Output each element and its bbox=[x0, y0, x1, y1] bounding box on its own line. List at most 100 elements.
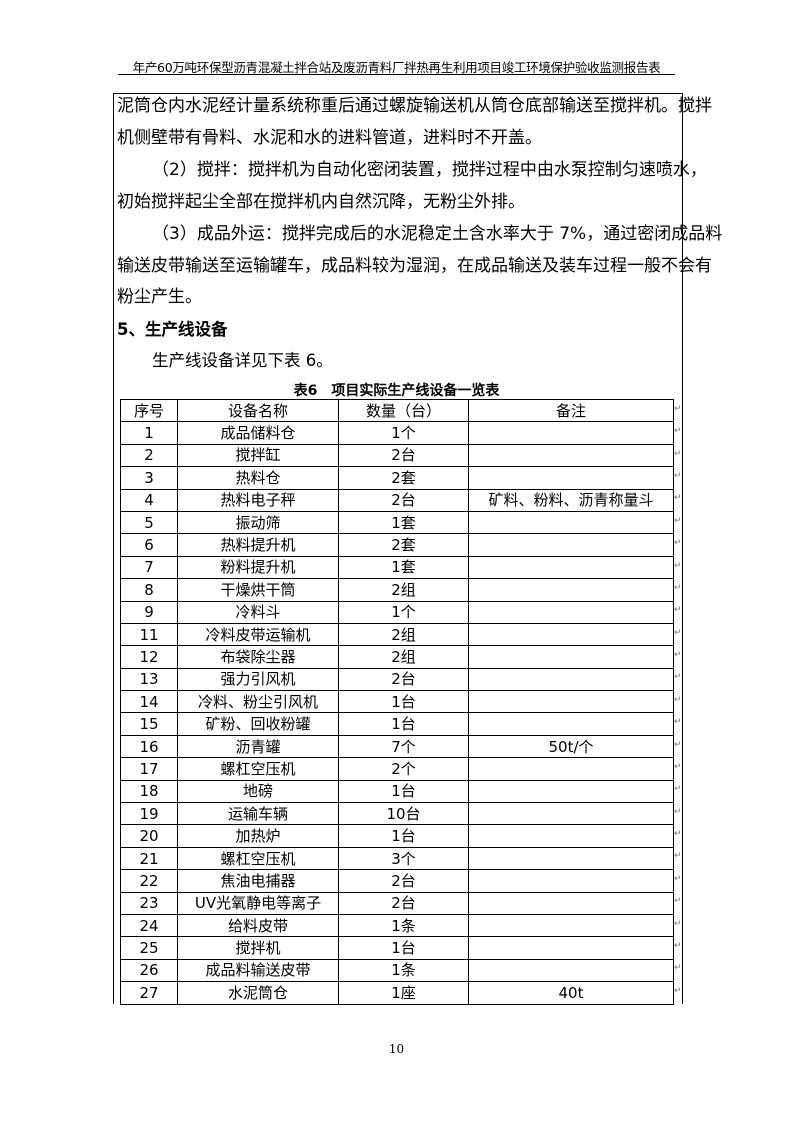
table-row: 17 螺杠空压机 2个 bbox=[120, 757, 674, 781]
row-number: 8 bbox=[120, 578, 178, 602]
quantity: 1台 bbox=[338, 936, 469, 960]
equipment-name: 冷料、粉尘引风机 bbox=[177, 690, 339, 714]
section-heading: 5、生产线设备 bbox=[117, 320, 228, 339]
row-number: 16 bbox=[120, 734, 178, 759]
paragraph-mark-icon: ↵ bbox=[674, 784, 682, 795]
quantity: 2台 bbox=[338, 488, 469, 512]
remark bbox=[468, 958, 674, 983]
table-row: 22 焦油电捕器 2台 bbox=[120, 869, 674, 893]
quantity: 2台 bbox=[338, 869, 469, 893]
paragraph-mark-icon: ↵ bbox=[674, 650, 682, 661]
equipment-name: 振动筛 bbox=[177, 510, 339, 535]
equipment-name: 成品储料仓 bbox=[177, 421, 339, 445]
equipment-name: 布袋除尘器 bbox=[177, 645, 339, 669]
equipment-name: 热料提升机 bbox=[177, 533, 339, 557]
table-row: 25 搅拌机 1台 bbox=[120, 936, 674, 960]
quantity: 1台 bbox=[338, 824, 469, 848]
page-number: 10 bbox=[388, 1042, 405, 1056]
remark bbox=[468, 645, 674, 669]
paragraph-mark-icon: ↵ bbox=[674, 717, 682, 728]
header-rule bbox=[118, 74, 675, 75]
remark bbox=[468, 846, 674, 871]
quantity: 2组 bbox=[338, 645, 469, 669]
paragraph-mark-icon: ↵ bbox=[674, 829, 682, 840]
paragraph-line: 初始搅拌起尘全部在搅拌机内自然沉降，无粉尘外排。 bbox=[117, 192, 525, 212]
row-number: 13 bbox=[120, 667, 178, 692]
paragraph-mark-icon: ↵ bbox=[674, 761, 682, 772]
row-number: 15 bbox=[120, 712, 178, 736]
remark bbox=[468, 443, 674, 468]
remark bbox=[468, 936, 674, 960]
row-number: 20 bbox=[120, 824, 178, 848]
remark bbox=[468, 622, 674, 647]
quantity: 1条 bbox=[338, 958, 469, 983]
remark bbox=[468, 869, 674, 893]
row-number: 5 bbox=[120, 510, 178, 535]
paragraph-mark-icon: ↵ bbox=[674, 739, 682, 750]
row-number: 11 bbox=[120, 622, 178, 647]
table-row: 15 矿粉、回收粉罐 1台 bbox=[120, 712, 674, 736]
paragraph-line: （2）搅拌：搅拌机为自动化密闭装置，搅拌过程中由水泵控制匀速喷水， bbox=[152, 160, 707, 180]
remark bbox=[468, 824, 674, 848]
paragraph-line: 输送皮带输送至运输罐车，成品料较为湿润，在成品输送及装车过程一般不会有 bbox=[117, 256, 712, 276]
row-number: 22 bbox=[120, 869, 178, 893]
quantity: 2台 bbox=[338, 891, 469, 915]
equipment-name: 搅拌机 bbox=[177, 936, 339, 960]
table-row: 8 干燥烘干筒 2组 bbox=[120, 578, 674, 602]
paragraph-line: 粉尘产生。 bbox=[117, 287, 202, 307]
row-number: 25 bbox=[120, 936, 178, 960]
quantity: 1个 bbox=[338, 600, 469, 624]
quantity: 2套 bbox=[338, 466, 469, 490]
remark bbox=[468, 779, 674, 804]
equipment-name: 加热炉 bbox=[177, 824, 339, 848]
section-intro: 生产线设备详见下表 6。 bbox=[152, 351, 333, 370]
table-row: 16 沥青罐 7个 50t/个 bbox=[120, 734, 674, 759]
equipment-name: 螺杠空压机 bbox=[177, 757, 339, 781]
remark bbox=[468, 533, 674, 557]
paragraph-mark-icon: ↵ bbox=[674, 918, 682, 929]
row-number: 1 bbox=[120, 421, 178, 445]
paragraph-mark-icon: ↵ bbox=[674, 806, 682, 817]
paragraph-mark-icon: ↵ bbox=[674, 560, 682, 571]
paragraph-mark-icon: ↵ bbox=[674, 627, 682, 638]
equipment-name: 粉料提升机 bbox=[177, 555, 339, 580]
table-row: 11 冷料皮带运输机 2组 bbox=[120, 622, 674, 647]
equipment-name: 干燥烘干筒 bbox=[177, 578, 339, 602]
equipment-table: 序号 设备名称 数量（台） 备注 1 成品储料仓 1个 2 搅拌缸 2台 3 热料仓 2套 4 热料… bbox=[120, 398, 674, 1005]
table-header-row: 序号 设备名称 数量（台） 备注 bbox=[120, 398, 674, 423]
table-row: 27 水泥筒仓 1座 40t bbox=[120, 981, 674, 1005]
paragraph-mark-icon: ↵ bbox=[674, 985, 682, 996]
row-number: 27 bbox=[120, 981, 178, 1005]
table-row: 1 成品储料仓 1个 bbox=[120, 421, 674, 445]
row-number: 23 bbox=[120, 891, 178, 915]
content-frame bbox=[113, 93, 683, 1004]
row-number: 2 bbox=[120, 443, 178, 468]
quantity: 1座 bbox=[338, 981, 469, 1005]
row-number: 12 bbox=[120, 645, 178, 669]
equipment-name: 沥青罐 bbox=[177, 734, 339, 759]
equipment-name: 焦油电捕器 bbox=[177, 869, 339, 893]
remark: 50t/个 bbox=[468, 734, 674, 759]
remark bbox=[468, 757, 674, 781]
remark bbox=[468, 667, 674, 692]
equipment-name: 螺杠空压机 bbox=[177, 846, 339, 871]
row-number: 3 bbox=[120, 466, 178, 490]
paragraph-mark-icon: ↵ bbox=[674, 896, 682, 907]
row-number: 9 bbox=[120, 600, 178, 624]
page-header: 年产60万吨环保型沥青混凝土拌合站及废沥青料厂拌热再生利用项目竣工环境保护验收监… bbox=[132, 60, 661, 75]
paragraph-mark-icon: ↵ bbox=[674, 426, 682, 437]
quantity: 10台 bbox=[338, 802, 469, 826]
equipment-name: 水泥筒仓 bbox=[177, 981, 339, 1005]
equipment-name: 冷料皮带运输机 bbox=[177, 622, 339, 647]
remark bbox=[468, 510, 674, 535]
row-number: 24 bbox=[120, 913, 178, 938]
equipment-name: 热料电子秤 bbox=[177, 488, 339, 512]
remark bbox=[468, 466, 674, 490]
quantity: 2组 bbox=[338, 622, 469, 647]
table-row: 6 热料提升机 2套 bbox=[120, 533, 674, 557]
quantity: 3个 bbox=[338, 846, 469, 871]
quantity: 1台 bbox=[338, 690, 469, 714]
quantity: 2套 bbox=[338, 533, 469, 557]
table-row: 9 冷料斗 1个 bbox=[120, 600, 674, 624]
row-number: 21 bbox=[120, 846, 178, 871]
